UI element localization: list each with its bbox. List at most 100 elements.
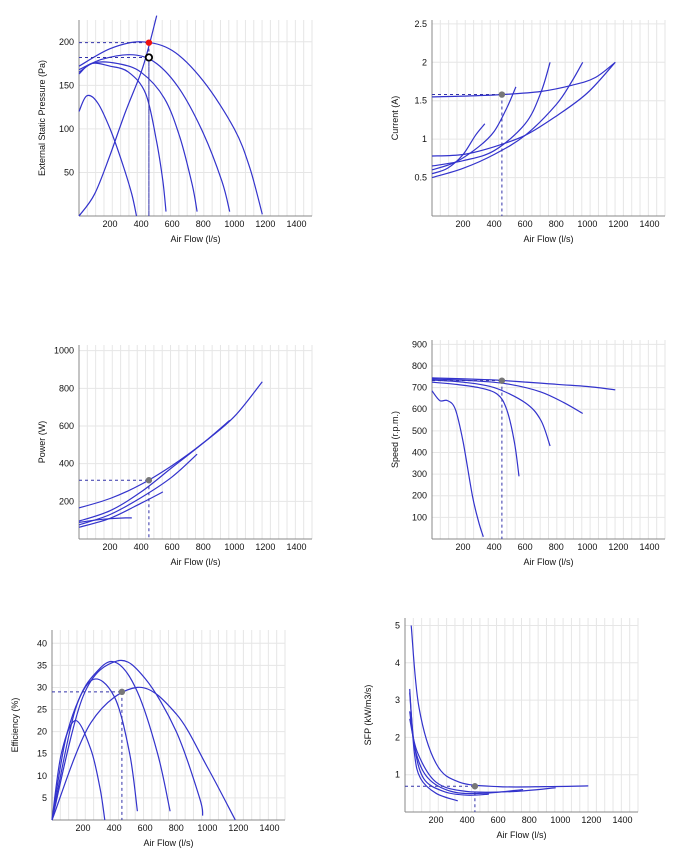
x-tick-label: 1000 bbox=[577, 542, 597, 552]
operating-point bbox=[471, 783, 479, 790]
series-curve-3 bbox=[51, 660, 171, 821]
operating-point bbox=[498, 377, 506, 384]
x-tick-label: 800 bbox=[196, 542, 211, 552]
series-curve-5 bbox=[410, 625, 589, 788]
operating-point bbox=[498, 91, 506, 98]
x-tick-label: 200 bbox=[456, 219, 471, 229]
series-curve-2 bbox=[431, 381, 520, 477]
y-tick-label: 2 bbox=[395, 732, 400, 742]
x-tick-label: 600 bbox=[165, 542, 180, 552]
y-tick-label: 100 bbox=[412, 512, 427, 522]
y-axis-label: External Static Pressure (Pa) bbox=[37, 60, 47, 176]
x-axis-label: Air Flow (l/s) bbox=[171, 557, 221, 567]
operating-point bbox=[145, 39, 153, 46]
x-tick-label: 200 bbox=[429, 815, 444, 825]
x-tick-label: 1200 bbox=[581, 815, 601, 825]
x-tick-label: 1000 bbox=[224, 542, 244, 552]
y-tick-label: 0.5 bbox=[414, 173, 427, 183]
series-curve-2 bbox=[51, 678, 138, 821]
x-tick-label: 800 bbox=[196, 219, 211, 229]
pressure-chart: 200 400 600 800 1000 1200 1400 50 100 150 200 Air F… bbox=[37, 15, 313, 244]
x-tick-label: 1400 bbox=[259, 823, 279, 833]
y-tick-label: 2.5 bbox=[414, 19, 427, 29]
y-tick-label: 200 bbox=[59, 496, 74, 506]
y-axis-label: Power (W) bbox=[37, 421, 47, 464]
operating-point bbox=[118, 688, 126, 696]
y-tick-label: 4 bbox=[395, 658, 400, 668]
series-curve-3 bbox=[431, 62, 551, 167]
operating-point bbox=[145, 477, 153, 484]
series-curve-4 bbox=[409, 718, 556, 793]
y-tick-label: 25 bbox=[37, 705, 47, 715]
x-axis-label: Air Flow (l/s) bbox=[171, 234, 221, 244]
series-curve-1 bbox=[431, 390, 484, 537]
y-tick-label: 1000 bbox=[54, 346, 74, 356]
y-tick-label: 10 bbox=[37, 771, 47, 781]
x-tick-label: 1000 bbox=[224, 219, 244, 229]
series-curve-6 bbox=[431, 61, 616, 98]
x-tick-label: 200 bbox=[76, 823, 91, 833]
y-axis-label: Current (A) bbox=[390, 96, 400, 141]
y-axis-label: Speed (r.p.m.) bbox=[390, 411, 400, 468]
y-tick-label: 1.5 bbox=[414, 96, 427, 106]
x-tick-label: 800 bbox=[549, 542, 564, 552]
y-tick-label: 800 bbox=[59, 383, 74, 393]
x-tick-label: 600 bbox=[518, 542, 533, 552]
series-curve-1 bbox=[78, 94, 138, 217]
x-tick-label: 600 bbox=[165, 219, 180, 229]
current-chart: 200 400 600 800 1000 1200 1400 0.5 1 1.5 2 2.5 Air F… bbox=[390, 19, 666, 244]
x-tick-label: 1400 bbox=[612, 815, 632, 825]
efficiency-chart: 200 400 600 800 1000 1200 1400 5 10 15 20 25 30 35 40 A… bbox=[10, 630, 286, 848]
y-tick-label: 1 bbox=[422, 134, 427, 144]
y-tick-label: 30 bbox=[37, 682, 47, 692]
series-curve-3 bbox=[78, 61, 198, 212]
series-curve-3 bbox=[78, 453, 198, 526]
x-tick-label: 1400 bbox=[639, 219, 659, 229]
x-axis-label: Air Flow (l/s) bbox=[497, 830, 547, 840]
series-curve-3 bbox=[409, 711, 524, 795]
x-tick-label: 1000 bbox=[197, 823, 217, 833]
y-tick-label: 40 bbox=[37, 638, 47, 648]
x-tick-label: 1200 bbox=[608, 219, 628, 229]
x-tick-label: 400 bbox=[107, 823, 122, 833]
x-tick-label: 400 bbox=[134, 542, 149, 552]
y-axis-label: Efficiency (%) bbox=[10, 698, 20, 753]
x-tick-label: 200 bbox=[103, 542, 118, 552]
x-tick-label: 600 bbox=[491, 815, 506, 825]
x-tick-label: 400 bbox=[460, 815, 475, 825]
x-tick-label: 1000 bbox=[550, 815, 570, 825]
y-tick-label: 700 bbox=[412, 383, 427, 393]
required-duty-point bbox=[144, 53, 153, 62]
series-curve-5 bbox=[51, 686, 236, 821]
series-curve-1 bbox=[51, 720, 106, 821]
y-tick-label: 50 bbox=[64, 167, 74, 177]
x-tick-label: 400 bbox=[134, 219, 149, 229]
speed-chart: 200 400 600 800 1000 1200 1400 100 200 300 400 500 6… bbox=[390, 339, 666, 567]
x-tick-label: 800 bbox=[549, 219, 564, 229]
x-axis-label: Air Flow (l/s) bbox=[524, 557, 574, 567]
x-tick-label: 200 bbox=[456, 542, 471, 552]
x-tick-label: 800 bbox=[522, 815, 537, 825]
y-tick-label: 400 bbox=[59, 459, 74, 469]
y-tick-label: 2 bbox=[422, 57, 427, 67]
y-tick-label: 3 bbox=[395, 695, 400, 705]
x-axis-label: Air Flow (l/s) bbox=[524, 234, 574, 244]
x-tick-label: 1200 bbox=[255, 219, 275, 229]
power-chart: 200 400 600 800 1000 1200 1400 200 400 600 800 1000… bbox=[37, 345, 313, 567]
series-curve-5 bbox=[431, 61, 616, 157]
y-tick-label: 5 bbox=[395, 620, 400, 630]
x-tick-label: 800 bbox=[169, 823, 184, 833]
y-tick-label: 20 bbox=[37, 727, 47, 737]
x-axis-label: Air Flow (l/s) bbox=[144, 838, 194, 848]
x-tick-label: 400 bbox=[487, 219, 502, 229]
y-axis-label: SFP (kW/m3/s) bbox=[363, 685, 373, 746]
y-tick-label: 200 bbox=[59, 37, 74, 47]
x-tick-label: 600 bbox=[138, 823, 153, 833]
x-tick-label: 200 bbox=[103, 219, 118, 229]
y-tick-label: 300 bbox=[412, 469, 427, 479]
y-tick-label: 1 bbox=[395, 770, 400, 780]
series-curve-5 bbox=[431, 377, 616, 391]
y-tick-label: 200 bbox=[412, 491, 427, 501]
series-curve-4 bbox=[51, 659, 204, 821]
